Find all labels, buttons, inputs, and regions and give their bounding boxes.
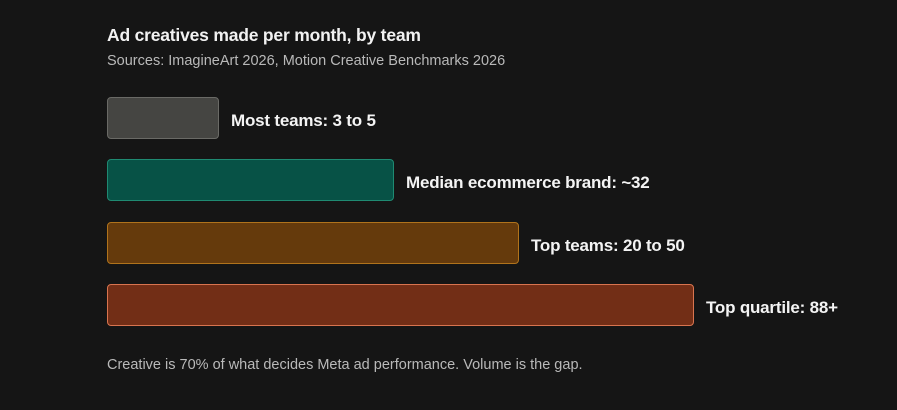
bar-label-top-quartile: Top quartile: 88+ [706,298,838,317]
chart-title: Ad creatives made per month, by team [107,25,421,45]
bar-median-ecommerce-brand [107,159,394,201]
bar-label-median-ecommerce-brand: Median ecommerce brand: ~32 [406,173,650,192]
bar-top-teams [107,222,519,264]
chart-footnote: Creative is 70% of what decides Meta ad … [107,357,583,373]
bar-most-teams [107,97,219,139]
bar-label-top-teams: Top teams: 20 to 50 [531,236,685,255]
bar-label-most-teams: Most teams: 3 to 5 [231,111,376,130]
chart-subtitle: Sources: ImagineArt 2026, Motion Creativ… [107,53,506,69]
bar-top-quartile [107,284,694,326]
